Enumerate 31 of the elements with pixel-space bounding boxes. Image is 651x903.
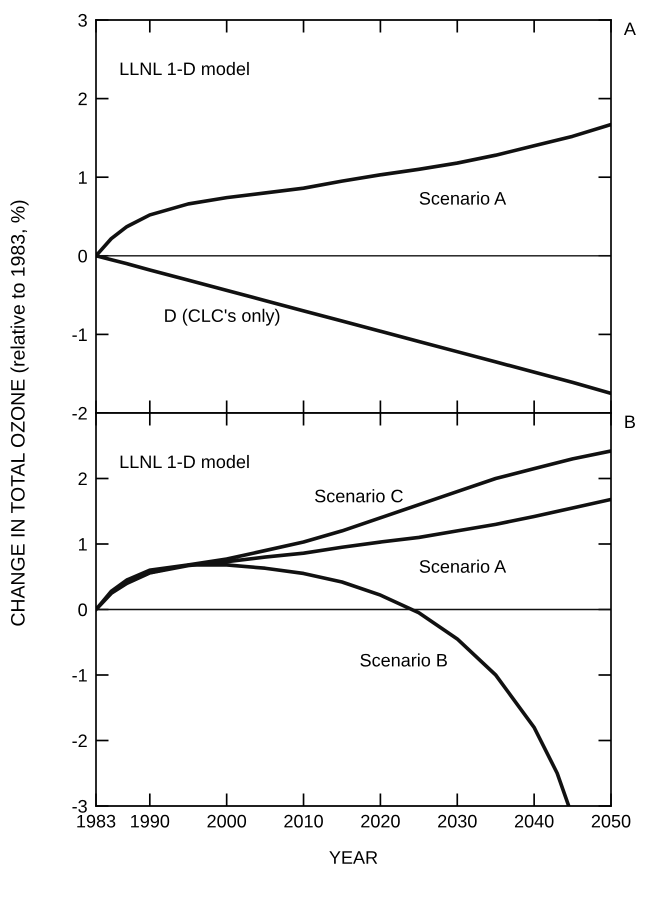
y-tick-label: -3: [72, 800, 87, 813]
y-tick-label: 2: [78, 472, 87, 486]
x-tick-label: 2040: [514, 814, 554, 828]
text: B: [625, 416, 635, 428]
series-label: D (CLC's only): [165, 308, 280, 326]
series-label: Scenario A: [420, 560, 506, 573]
x-tick-label: 2050: [592, 814, 630, 828]
series-label: Scenario B: [360, 653, 447, 667]
x-tick-label: 1990: [131, 814, 170, 828]
annotation: LLNL 1-D model: [120, 62, 249, 76]
y-tick-label: 3: [78, 14, 87, 27]
x-tick-label: 2000: [208, 814, 246, 828]
y-tick-label: 0: [78, 250, 87, 263]
x-axis-title: YEAR: [329, 851, 378, 864]
y-tick-label: -1: [72, 669, 87, 682]
text: A: [624, 22, 636, 36]
y-tick-label: 1: [79, 538, 87, 551]
x-tick-label: 2020: [361, 814, 400, 828]
x-tick-label: 1983: [77, 814, 116, 828]
y-tick-label: -1: [72, 328, 87, 341]
y-tick-label: -2: [72, 734, 87, 748]
series-label: Scenario C: [315, 489, 403, 502]
y-tick-label: 1: [79, 171, 87, 184]
x-tick-label: 2030: [438, 814, 477, 828]
y-axis-title: CHANGE IN TOTAL OZONE (relative to 1983, %): [10, 200, 29, 626]
y-tick-label: 2: [78, 92, 87, 106]
x-tick-label: 2010: [284, 814, 323, 828]
series-label: Scenario A: [420, 191, 506, 205]
annotation: LLNL 1-D model: [120, 454, 249, 468]
y-tick-label: 0: [78, 603, 87, 616]
y-tick-label: -2: [72, 406, 87, 420]
